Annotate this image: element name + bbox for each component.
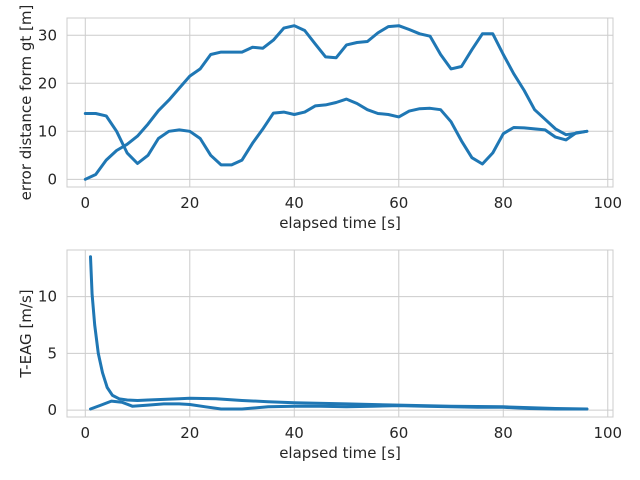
x-tick-label: 40 bbox=[285, 194, 304, 212]
y-tick-label: 10 bbox=[38, 288, 57, 306]
x-axis-label: elapsed time [s] bbox=[279, 444, 401, 462]
x-tick-label: 80 bbox=[494, 424, 513, 442]
x-tick-label: 20 bbox=[180, 424, 199, 442]
y-tick-label: 5 bbox=[47, 344, 57, 362]
x-tick-label: 0 bbox=[81, 194, 91, 212]
y-axis-label: T-EAG [m/s] bbox=[17, 289, 35, 378]
x-tick-label: 100 bbox=[593, 194, 622, 212]
x-tick-label: 100 bbox=[593, 424, 622, 442]
series-line-1 bbox=[83, 24, 589, 181]
series-line-2 bbox=[83, 97, 589, 167]
y-tick-label: 20 bbox=[38, 74, 57, 92]
x-tick-label: 0 bbox=[81, 424, 91, 442]
y-tick-label: 0 bbox=[47, 170, 57, 188]
x-axis-label: elapsed time [s] bbox=[279, 214, 401, 232]
y-tick-label: 0 bbox=[47, 401, 57, 419]
axes-frame bbox=[66, 17, 614, 188]
y-tick-label: 10 bbox=[38, 122, 57, 140]
x-tick-label: 20 bbox=[180, 194, 199, 212]
x-tick-label: 40 bbox=[285, 424, 304, 442]
x-tick-label: 60 bbox=[389, 424, 408, 442]
y-tick-label: 30 bbox=[38, 26, 57, 44]
series-line-2 bbox=[89, 399, 589, 411]
axes-frame bbox=[66, 249, 614, 418]
x-tick-label: 80 bbox=[494, 194, 513, 212]
error-distance-subplot: 0 20 40 60 80 100 0 10 20 30 elapsed time [s] error… bbox=[17, 5, 622, 232]
y-axis-label: error distance form gt [m] bbox=[17, 5, 35, 201]
x-tick-label: 60 bbox=[389, 194, 408, 212]
t-eag-subplot: 0 20 40 60 80 100 0 5 10 elapsed time [s] T-EAG [m… bbox=[17, 249, 622, 462]
